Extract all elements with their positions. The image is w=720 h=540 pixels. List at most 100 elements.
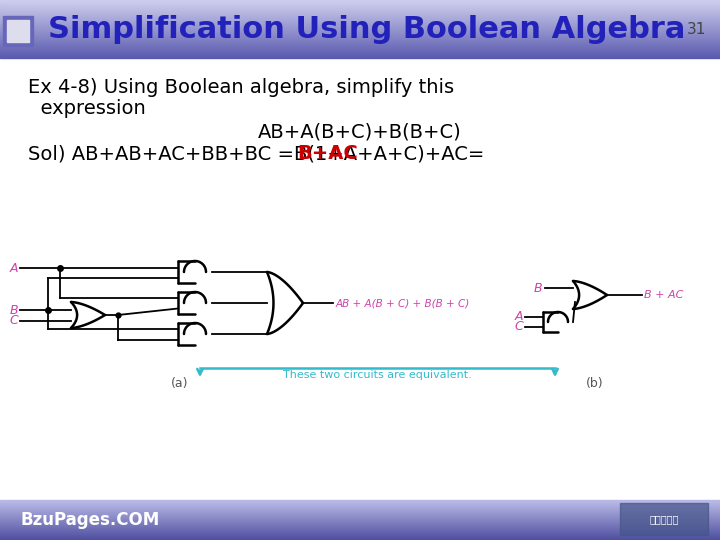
Bar: [0, 43, 720, 44]
Bar: [0, 11, 720, 12]
Text: B: B: [534, 281, 542, 294]
Bar: [0, 19, 720, 20]
Bar: [0, 40, 720, 41]
Text: BzuPages.COM: BzuPages.COM: [20, 511, 159, 529]
Bar: [0, 4, 720, 5]
Bar: [0, 533, 720, 534]
Bar: [0, 520, 720, 521]
Bar: [0, 7, 720, 8]
Text: Ex 4-8) Using Boolean algebra, simplify this: Ex 4-8) Using Boolean algebra, simplify …: [28, 78, 454, 97]
Bar: [0, 517, 720, 518]
Bar: [0, 39, 720, 40]
Bar: [3, 16, 33, 46]
Bar: [7, 20, 29, 42]
Bar: [0, 500, 720, 501]
Bar: [0, 28, 720, 29]
Bar: [0, 22, 720, 23]
Bar: [0, 1, 720, 2]
Bar: [0, 15, 720, 16]
Bar: [0, 51, 720, 52]
Bar: [0, 527, 720, 528]
Bar: [0, 528, 720, 529]
Bar: [0, 505, 720, 506]
Bar: [0, 526, 720, 527]
Bar: [0, 34, 720, 35]
Text: B + AC: B + AC: [644, 290, 683, 300]
Text: 대구대학교: 대구대학교: [649, 514, 679, 524]
Text: expression: expression: [28, 99, 145, 118]
Bar: [0, 57, 720, 58]
Bar: [0, 538, 720, 539]
Bar: [0, 26, 720, 27]
Bar: [0, 515, 720, 516]
Bar: [0, 516, 720, 517]
Bar: [0, 524, 720, 525]
Text: (a): (a): [171, 377, 189, 390]
Bar: [0, 49, 720, 50]
Bar: [0, 8, 720, 9]
Bar: [0, 53, 720, 54]
Bar: [0, 32, 720, 33]
Bar: [0, 14, 720, 15]
Text: Sol) AB+AB+AC+BB+BC =B(1+A+A+C)+AC=: Sol) AB+AB+AC+BB+BC =B(1+A+A+C)+AC=: [28, 144, 485, 163]
Bar: [0, 510, 720, 511]
Bar: [0, 2, 720, 3]
Bar: [0, 9, 720, 10]
Bar: [0, 38, 720, 39]
Bar: [0, 52, 720, 53]
Text: B: B: [9, 303, 18, 316]
Bar: [0, 532, 720, 533]
Text: AB+A(B+C)+B(B+C): AB+A(B+C)+B(B+C): [258, 122, 462, 141]
Bar: [0, 539, 720, 540]
Bar: [0, 6, 720, 7]
Text: AB + A(B + C) + B(B + C): AB + A(B + C) + B(B + C): [336, 298, 470, 308]
Bar: [0, 537, 720, 538]
Bar: [0, 54, 720, 55]
Text: A: A: [515, 310, 523, 323]
Bar: [0, 534, 720, 535]
Bar: [0, 16, 720, 17]
Bar: [0, 522, 720, 523]
Bar: [0, 508, 720, 509]
Bar: [0, 30, 720, 31]
Bar: [0, 29, 720, 30]
Bar: [0, 506, 720, 507]
Bar: [0, 37, 720, 38]
Bar: [0, 535, 720, 536]
Bar: [0, 514, 720, 515]
Bar: [0, 56, 720, 57]
Bar: [0, 41, 720, 42]
Bar: [0, 42, 720, 43]
Bar: [0, 50, 720, 51]
Bar: [0, 3, 720, 4]
Bar: [0, 45, 720, 46]
Text: 31: 31: [687, 22, 706, 37]
Bar: [0, 525, 720, 526]
Bar: [0, 48, 720, 49]
Bar: [0, 502, 720, 503]
Bar: [0, 504, 720, 505]
Bar: [0, 24, 720, 25]
Text: A: A: [9, 261, 18, 274]
Bar: [0, 0, 720, 1]
Bar: [0, 511, 720, 512]
Text: Simplification Using Boolean Algebra: Simplification Using Boolean Algebra: [48, 15, 685, 44]
Bar: [0, 13, 720, 14]
Bar: [0, 20, 720, 21]
Bar: [0, 521, 720, 522]
Bar: [0, 46, 720, 47]
Bar: [0, 27, 720, 28]
Bar: [0, 31, 720, 32]
Text: C: C: [514, 321, 523, 334]
Text: (b): (b): [586, 377, 604, 390]
Text: C: C: [9, 314, 18, 327]
Bar: [0, 55, 720, 56]
Bar: [0, 25, 720, 26]
Bar: [0, 47, 720, 48]
Bar: [0, 10, 720, 11]
Bar: [0, 5, 720, 6]
Bar: [0, 35, 720, 36]
Bar: [0, 21, 720, 22]
Bar: [0, 44, 720, 45]
Bar: [0, 530, 720, 531]
